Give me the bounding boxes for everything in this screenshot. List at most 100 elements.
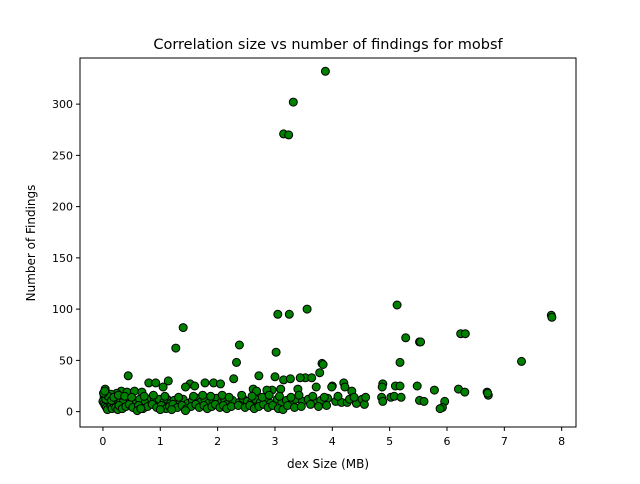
scatter-point <box>216 379 225 389</box>
scatter-point <box>284 309 294 319</box>
y-axis-label: Number of Findings <box>24 185 38 302</box>
scatter-point <box>320 66 330 76</box>
x-tick-label: 3 <box>271 435 278 448</box>
scatter-point <box>460 387 470 397</box>
scatter-point <box>349 392 359 402</box>
x-tick-label: 1 <box>157 435 164 448</box>
scatter-point <box>318 360 328 369</box>
scatter-point <box>392 300 402 310</box>
scatter-point <box>315 368 325 378</box>
scatter-point <box>307 373 317 383</box>
x-axis-label: dex Size (MB) <box>287 457 369 471</box>
scatter-point <box>288 97 298 107</box>
scatter-point <box>286 392 296 402</box>
scatter-point <box>178 323 188 333</box>
scatter-point <box>311 382 321 392</box>
y-tick-label: 250 <box>52 149 73 162</box>
scatter-point <box>302 304 312 314</box>
scatter-point <box>160 391 170 401</box>
scatter-point <box>378 396 388 406</box>
scatter-point <box>340 382 350 392</box>
scatter-point <box>361 392 371 402</box>
scatter-point <box>206 391 216 401</box>
scatter-point <box>395 381 405 391</box>
scatter-point <box>100 386 110 396</box>
scatter-point <box>284 130 294 140</box>
scatter-point <box>151 378 161 388</box>
scatter-point <box>416 337 426 347</box>
scatter-point <box>232 357 241 367</box>
scatter-point <box>139 391 149 401</box>
scatter-point <box>167 405 177 415</box>
scatter-point <box>247 391 257 401</box>
axis-ticks: 0 1 2 3 4 5 6 7 8 0 50 100 150 200 250 300 <box>52 98 565 448</box>
scatter-point <box>264 390 274 400</box>
scatter-point <box>377 382 387 392</box>
scatter-point <box>275 391 284 401</box>
scatter-point <box>296 402 306 411</box>
scatter-point <box>308 391 318 401</box>
scatter-point <box>155 405 165 415</box>
scatter-point <box>158 382 168 392</box>
scatter-point <box>123 371 133 381</box>
y-tick-label: 300 <box>52 98 73 111</box>
scatter-point <box>276 384 286 394</box>
x-tick-label: 2 <box>214 435 221 448</box>
y-tick-label: 200 <box>52 201 73 214</box>
scatter-point <box>483 388 493 398</box>
scatter-point <box>254 371 264 381</box>
scatter-point <box>460 329 470 339</box>
scatter-point <box>412 381 422 391</box>
chart-title: Correlation size vs number of findings f… <box>153 37 503 53</box>
scatter-point <box>190 381 200 391</box>
scatter-point <box>295 373 305 383</box>
scatter-point <box>271 347 281 357</box>
scatter-point <box>429 385 439 395</box>
scatter-point <box>181 406 190 416</box>
y-tick-label: 100 <box>52 303 73 316</box>
scatter-point <box>327 382 337 392</box>
scatter-point <box>306 399 315 409</box>
scatter-point <box>419 396 429 406</box>
scatter-point <box>229 374 239 384</box>
scatter-point <box>181 382 190 392</box>
scatter-point <box>270 372 280 382</box>
scatter-point <box>294 390 304 400</box>
scatter-point <box>517 356 526 366</box>
scatter-point <box>285 374 295 384</box>
scatter-point <box>435 404 445 414</box>
plot-frame <box>79 57 577 428</box>
scatter-point <box>319 392 329 402</box>
scatter-point <box>401 333 411 343</box>
x-tick-label: 6 <box>443 435 450 448</box>
x-tick-label: 0 <box>99 435 106 448</box>
x-tick-label: 4 <box>329 435 336 448</box>
x-tick-label: 5 <box>386 435 393 448</box>
y-tick-label: 50 <box>59 354 73 367</box>
scatter-point <box>333 391 343 401</box>
scatter-point <box>322 401 332 410</box>
data-points <box>98 66 557 416</box>
x-tick-label: 8 <box>558 435 565 448</box>
scatter-point <box>174 392 184 402</box>
scatter-point <box>189 391 198 401</box>
scatter-point <box>163 376 173 386</box>
scatter-point <box>224 392 234 402</box>
scatter-point <box>395 357 405 367</box>
scatter-point <box>127 392 137 402</box>
scatter-point <box>547 312 557 322</box>
scatter-point <box>273 309 283 319</box>
scatter-point <box>198 390 208 400</box>
scatter-point <box>200 378 210 388</box>
scatter-point <box>148 390 158 400</box>
x-tick-label: 7 <box>501 435 508 448</box>
scatter-point <box>396 392 406 402</box>
y-tick-label: 150 <box>52 252 73 265</box>
scatter-point <box>234 340 244 350</box>
y-tick-label: 0 <box>66 406 73 419</box>
scatter-point <box>314 402 323 411</box>
scatter-point <box>237 390 247 400</box>
scatter-point <box>171 343 181 353</box>
